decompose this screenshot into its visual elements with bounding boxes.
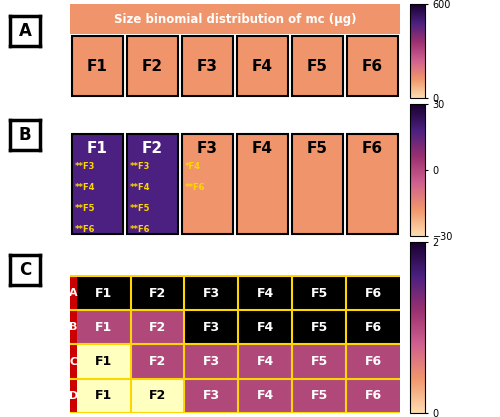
- Text: **F6: **F6: [74, 225, 95, 234]
- Text: C: C: [19, 261, 31, 279]
- Text: F2: F2: [149, 355, 166, 368]
- Bar: [76, 276, 130, 310]
- Bar: [184, 310, 238, 344]
- Bar: [126, 36, 178, 96]
- Text: F5: F5: [310, 286, 328, 300]
- Bar: [184, 379, 238, 413]
- Bar: [292, 379, 346, 413]
- Text: B: B: [18, 126, 32, 144]
- Text: **F6: **F6: [130, 225, 150, 234]
- Bar: [292, 276, 346, 310]
- Text: F3: F3: [203, 321, 220, 334]
- Text: D: D: [68, 391, 78, 401]
- Bar: [238, 310, 292, 344]
- Text: **F4: **F4: [130, 183, 150, 192]
- Text: F6: F6: [364, 355, 382, 368]
- Text: F5: F5: [307, 141, 328, 156]
- Bar: [126, 134, 178, 234]
- Text: **F6: **F6: [184, 183, 205, 192]
- Bar: [292, 344, 346, 379]
- Bar: [130, 276, 184, 310]
- Bar: [182, 36, 234, 96]
- Text: Heat-induced deformation index: Heat-induced deformation index: [128, 252, 342, 266]
- Text: F4: F4: [256, 321, 274, 334]
- Bar: [76, 379, 130, 413]
- Text: F1: F1: [95, 355, 112, 368]
- Text: F3: F3: [203, 355, 220, 368]
- Text: *F4: *F4: [184, 162, 200, 171]
- Text: F2: F2: [142, 59, 163, 73]
- Bar: [72, 134, 124, 234]
- Text: **F3: **F3: [130, 162, 150, 171]
- Text: F4: F4: [252, 59, 273, 73]
- Bar: [70, 379, 76, 413]
- Text: A: A: [69, 288, 78, 298]
- Text: F3: F3: [197, 141, 218, 156]
- Bar: [76, 310, 130, 344]
- Text: F5: F5: [307, 59, 328, 73]
- Bar: [70, 276, 76, 310]
- Text: F5: F5: [310, 389, 328, 402]
- Bar: [70, 344, 76, 379]
- Text: F6: F6: [364, 286, 382, 300]
- Text: F4: F4: [256, 389, 274, 402]
- Text: B: B: [69, 322, 78, 332]
- Text: F1: F1: [95, 389, 112, 402]
- Text: F1: F1: [87, 141, 108, 156]
- Bar: [182, 134, 234, 234]
- Bar: [130, 379, 184, 413]
- Bar: [70, 4, 400, 34]
- Text: F6: F6: [364, 389, 382, 402]
- Bar: [346, 344, 400, 379]
- Bar: [292, 310, 346, 344]
- Bar: [236, 134, 288, 234]
- Text: F2: F2: [142, 141, 163, 156]
- Text: F5: F5: [310, 321, 328, 334]
- Text: F6: F6: [362, 141, 383, 156]
- Text: F3: F3: [197, 59, 218, 73]
- Bar: [130, 310, 184, 344]
- Text: Electrokinetics of formulations (-mV): Electrokinetics of formulations (-mV): [112, 112, 358, 125]
- Bar: [130, 344, 184, 379]
- Text: C: C: [69, 357, 78, 367]
- Text: F1: F1: [95, 286, 112, 300]
- Text: F1: F1: [95, 321, 112, 334]
- Bar: [346, 36, 399, 96]
- Text: **F4: **F4: [74, 183, 95, 192]
- Text: F2: F2: [149, 321, 166, 334]
- Text: F4: F4: [256, 355, 274, 368]
- Text: F3: F3: [203, 389, 220, 402]
- Bar: [292, 134, 344, 234]
- Text: F6: F6: [362, 59, 383, 73]
- Text: F1: F1: [87, 59, 108, 73]
- Text: F5: F5: [310, 355, 328, 368]
- Bar: [346, 134, 399, 234]
- Text: **F5: **F5: [130, 204, 150, 213]
- Bar: [346, 310, 400, 344]
- Bar: [236, 36, 288, 96]
- Bar: [346, 276, 400, 310]
- Bar: [70, 310, 76, 344]
- Text: **F3: **F3: [74, 162, 95, 171]
- Bar: [346, 379, 400, 413]
- Text: **F5: **F5: [74, 204, 95, 213]
- Text: F3: F3: [203, 286, 220, 300]
- Bar: [76, 344, 130, 379]
- Text: Size binomial distribution of mc (μg): Size binomial distribution of mc (μg): [114, 13, 356, 26]
- Bar: [238, 344, 292, 379]
- Text: F6: F6: [364, 321, 382, 334]
- Text: A: A: [18, 23, 32, 40]
- Bar: [184, 276, 238, 310]
- Text: F2: F2: [149, 286, 166, 300]
- Text: F2: F2: [149, 389, 166, 402]
- Text: F4: F4: [252, 141, 273, 156]
- Bar: [184, 344, 238, 379]
- Bar: [72, 36, 124, 96]
- Bar: [238, 276, 292, 310]
- Bar: [238, 379, 292, 413]
- Text: F4: F4: [256, 286, 274, 300]
- Bar: [292, 36, 344, 96]
